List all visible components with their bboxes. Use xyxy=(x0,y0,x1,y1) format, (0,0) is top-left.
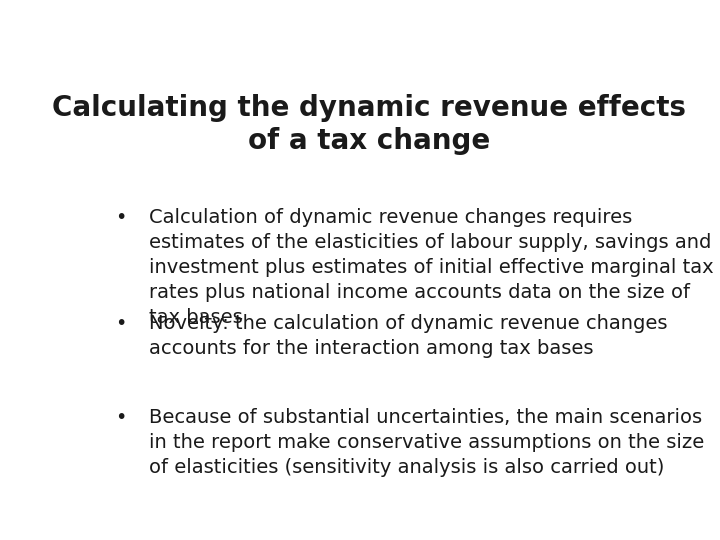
Text: Calculating the dynamic revenue effects
of a tax change: Calculating the dynamic revenue effects … xyxy=(52,94,686,156)
Text: •: • xyxy=(115,208,127,227)
Text: •: • xyxy=(115,314,127,333)
Text: •: • xyxy=(115,408,127,427)
Text: Calculation of dynamic revenue changes requires
estimates of the elasticities of: Calculation of dynamic revenue changes r… xyxy=(148,208,714,327)
Text: Novelty: the calculation of dynamic revenue changes
accounts for the interaction: Novelty: the calculation of dynamic reve… xyxy=(148,314,667,358)
Text: Because of substantial uncertainties, the main scenarios
in the report make cons: Because of substantial uncertainties, th… xyxy=(148,408,704,477)
